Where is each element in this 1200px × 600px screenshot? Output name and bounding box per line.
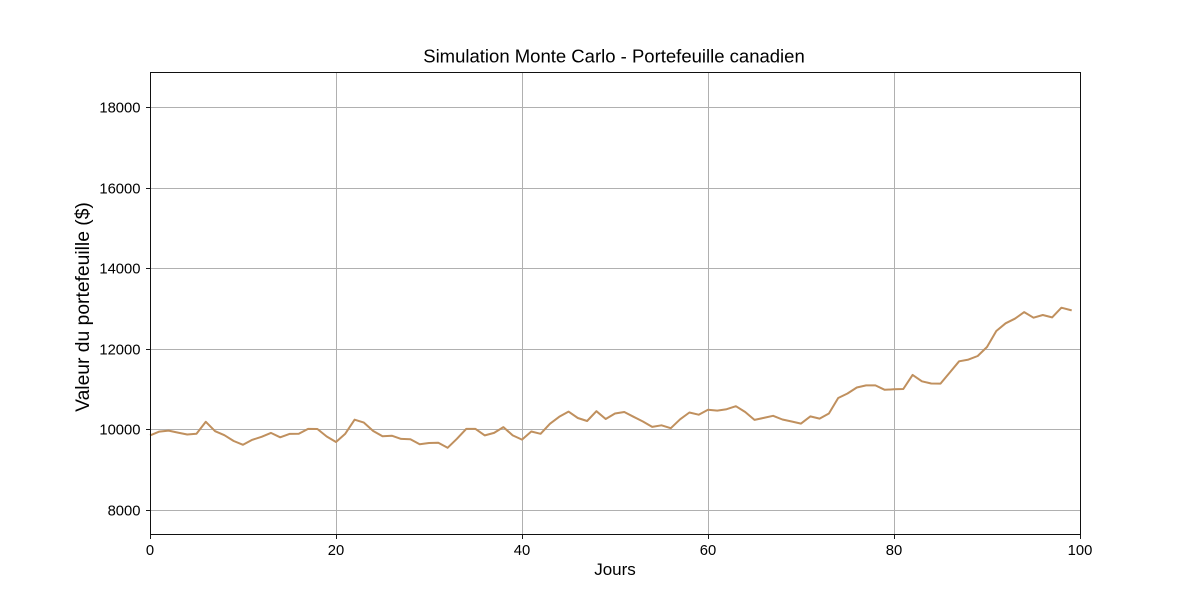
svg-text:80: 80 <box>886 543 902 559</box>
svg-text:18000: 18000 <box>99 100 140 116</box>
svg-text:60: 60 <box>700 543 716 559</box>
svg-text:12000: 12000 <box>99 342 140 358</box>
svg-text:14000: 14000 <box>99 261 140 277</box>
svg-text:0: 0 <box>146 543 154 559</box>
svg-text:Jours: Jours <box>594 560 636 579</box>
svg-text:Simulation Monte Carlo - Porte: Simulation Monte Carlo - Portefeuille ca… <box>423 46 805 67</box>
svg-text:20: 20 <box>328 543 344 559</box>
svg-text:100: 100 <box>1068 543 1093 559</box>
svg-text:Valeur du portefeuille ($): Valeur du portefeuille ($) <box>73 202 94 412</box>
svg-text:10000: 10000 <box>99 422 140 438</box>
svg-text:8000: 8000 <box>108 503 141 519</box>
svg-text:16000: 16000 <box>99 181 140 197</box>
svg-text:40: 40 <box>514 543 530 559</box>
